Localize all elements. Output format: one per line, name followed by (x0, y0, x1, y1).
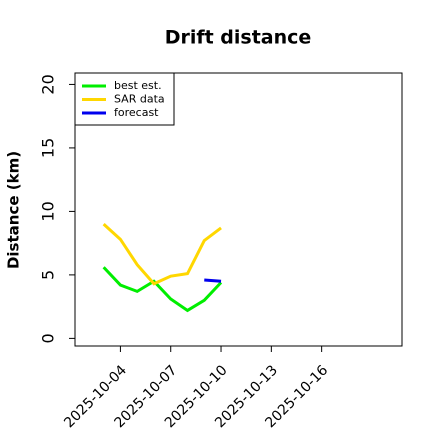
legend-label: forecast (114, 106, 159, 119)
y-tick-label: 10 (39, 201, 58, 221)
plot-frame (74, 72, 403, 347)
legend-label: SAR data (114, 93, 165, 106)
y-axis-label: Distance (km) (5, 151, 23, 269)
y-tick-label: 20 (39, 74, 58, 94)
data-line (102, 266, 223, 313)
y-tick-label: 0 (39, 333, 58, 343)
y-tick-label: 15 (39, 138, 58, 158)
data-line (204, 278, 222, 283)
chart-title: Drift distance (165, 27, 312, 49)
y-tick-label: 5 (39, 270, 58, 280)
data-line (102, 222, 222, 286)
legend-label: best est. (114, 79, 162, 92)
